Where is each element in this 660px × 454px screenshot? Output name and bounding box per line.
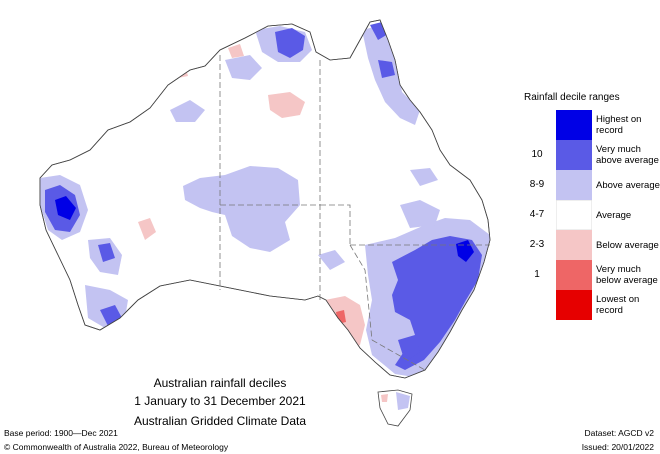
tasmania-above-average (396, 392, 410, 410)
coastline (39, 19, 491, 379)
below-average-region (268, 92, 305, 118)
map-title-line-3: Australian Gridded Climate Data (133, 414, 307, 428)
very-much-above-average-region (98, 243, 115, 262)
legend-entry: Lowest on record (524, 290, 660, 320)
legend-entry: 2-3 Below average (524, 230, 660, 260)
legend-label: Lowest on record (596, 294, 640, 316)
state-borders (219, 55, 490, 371)
dataset-label: Dataset: AGCD v2 (584, 428, 654, 438)
legend-label: Very much above average (596, 144, 659, 166)
legend-swatch (556, 140, 592, 170)
legend-decile: 4-7 (529, 209, 545, 220)
legend-swatch (556, 170, 592, 200)
very-much-above-average-region (275, 28, 305, 58)
legend-swatch (556, 200, 592, 230)
decile-regions (40, 22, 490, 378)
legend-entry: 8-9 Above average (524, 170, 660, 200)
base-period: Base period: 1900—Dec 2021 (4, 428, 118, 438)
above-average-region (318, 250, 345, 270)
highest-on-record-region (456, 240, 474, 262)
legend-entry: 10 Very much above average (524, 140, 660, 170)
legend-swatch (556, 110, 592, 140)
legend-entry: Highest on record (524, 110, 660, 140)
legend-label: Above average (596, 179, 660, 191)
very-much-above-average-region (378, 60, 395, 78)
legend-label: Average (596, 209, 632, 221)
above-average-region (183, 166, 300, 252)
legend-title: Rainfall decile ranges (524, 92, 620, 103)
tasmania-below-average (381, 394, 388, 402)
above-average-region (225, 55, 262, 80)
legend-label: Below average (596, 239, 659, 251)
below-average-region (325, 296, 365, 352)
legend-label: Very much below average (596, 264, 658, 286)
highest-on-record-region (55, 196, 76, 220)
above-average-region (170, 100, 205, 122)
legend-swatch (556, 290, 592, 320)
copyright: © Commonwealth of Australia 2022, Bureau… (4, 442, 229, 452)
legend-decile: 10 (531, 149, 543, 160)
legend-entry: 1 Very much below average (524, 260, 660, 290)
map-title-line-1: Australian rainfall deciles (153, 376, 287, 390)
above-average-region (410, 168, 438, 186)
below-average-region (228, 44, 244, 58)
legend-swatch (556, 260, 592, 290)
legend-decile: 8-9 (529, 179, 545, 190)
legend-decile: 1 (534, 269, 540, 280)
legend-swatch (556, 230, 592, 260)
map-title-line-2: 1 January to 31 December 2021 (134, 394, 306, 408)
issued-date: Issued: 20/01/2022 (581, 442, 654, 452)
above-average-region (400, 200, 440, 228)
legend-entry: 4-7 Average (524, 200, 660, 230)
legend-decile: 2-3 (529, 239, 545, 250)
legend-label: Highest on record (596, 114, 642, 136)
below-average-region (138, 218, 156, 240)
very-much-above-average-region (398, 335, 420, 362)
